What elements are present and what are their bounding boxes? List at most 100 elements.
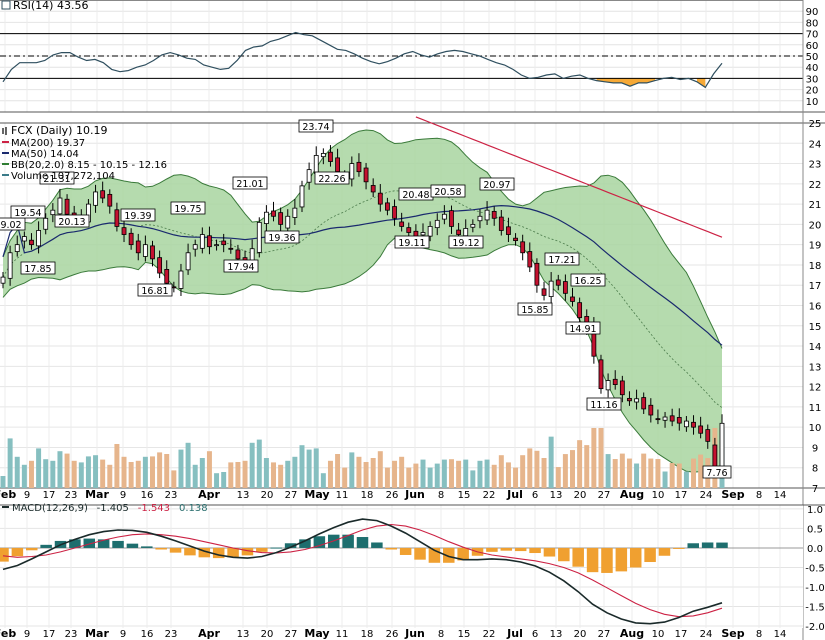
candle-body: [691, 421, 696, 428]
candle-body: [192, 244, 198, 250]
price-tick-label: 14: [809, 342, 822, 353]
swing-label: 20.97: [483, 180, 510, 191]
price-tick-label: 21: [809, 200, 822, 211]
macd-legend-label: -1.543: [138, 503, 170, 514]
candle-body: [662, 416, 668, 421]
swing-label-box: [232, 176, 268, 190]
candle-body: [335, 157, 340, 173]
candle-body: [598, 359, 604, 390]
price-tick-label: 10: [809, 423, 822, 434]
macd-histogram-bar: [184, 547, 196, 556]
macd-date-tick-label: 10: [652, 629, 665, 640]
swing-label-box: [702, 465, 732, 479]
macd-date-tick-label: Feb: [0, 627, 16, 640]
swing-label: 20.13: [58, 217, 85, 228]
candle-body: [605, 380, 611, 391]
date-tick-label: Jul: [506, 488, 523, 501]
candle-body: [434, 219, 440, 229]
swing-label: 19.11: [398, 238, 425, 249]
swing-label-box: [298, 119, 334, 133]
candle-body: [178, 270, 184, 289]
volume-bar: [271, 462, 277, 488]
volume-bar: [434, 463, 440, 488]
date-tick-label: 8: [756, 490, 762, 501]
candle-body: [527, 251, 533, 268]
rsi-line: [2, 31, 723, 89]
macd-date-tick-label: 11: [336, 629, 349, 640]
volume-bar: [399, 456, 405, 488]
candle-body: [256, 221, 262, 253]
volume-bar: [691, 458, 697, 488]
rsi-tick-label: 50: [806, 52, 819, 63]
macd-histogram-bar: [601, 547, 613, 573]
macd-legend-label: MACD(12,26,9): [12, 503, 88, 514]
volume-bar: [292, 456, 298, 488]
macd-histogram-bar: [586, 547, 599, 573]
macd-histogram-bar: [558, 547, 570, 562]
date-tick-label: 11: [336, 490, 349, 501]
macd-histogram-bar: [687, 543, 699, 548]
macd-date-tick-label: 22: [483, 629, 496, 640]
volume-bar: [192, 464, 198, 488]
volume-bar: [299, 445, 305, 488]
candle-body: [199, 234, 205, 249]
candle-body: [648, 404, 654, 416]
volume-bar: [448, 459, 454, 488]
swing-label-box: [448, 235, 484, 249]
candle-body: [185, 252, 191, 271]
volume-bar: [185, 442, 191, 488]
rsi-tick-label: 40: [806, 63, 819, 74]
volume-bar: [562, 454, 568, 488]
candle-body: [541, 288, 547, 296]
candle-body: [449, 210, 454, 227]
macd-histogram-bar: [514, 547, 527, 552]
swing-label: 19.39: [124, 211, 151, 222]
macd-date-tick-label: 23: [165, 629, 178, 640]
volume-bar: [228, 462, 234, 488]
candle-body: [228, 247, 234, 250]
macd-date-tick-label: 27: [285, 629, 298, 640]
candle-body: [356, 161, 362, 173]
macd-histogram-bar: [500, 547, 513, 551]
macd-histogram-bar: [371, 542, 383, 548]
volume-bar: [21, 464, 27, 488]
price-tick-label: 24: [809, 139, 822, 150]
swing-label-box: [544, 252, 580, 266]
volume-bar: [263, 458, 269, 488]
swing-label-box: [223, 259, 259, 273]
candle-body: [57, 197, 63, 215]
volume-bar: [78, 462, 84, 488]
candle-body: [705, 429, 711, 442]
volume-bar: [71, 460, 77, 488]
volume-bar: [505, 462, 511, 488]
macd-date-tick-label: 20: [574, 629, 587, 640]
volume-bar: [584, 445, 590, 488]
date-tick-label: Feb: [0, 488, 16, 501]
candle-body: [214, 244, 219, 247]
candle-body: [406, 227, 412, 233]
macd-histogram-bar: [284, 543, 297, 548]
volume-bar: [342, 467, 348, 488]
macd-histogram-bar: [615, 547, 628, 572]
volume-bar: [349, 452, 355, 488]
candle-body: [50, 209, 56, 216]
candle-body: [100, 190, 106, 199]
candle-body: [29, 239, 34, 246]
volume-bar: [85, 456, 91, 488]
swing-label-box: [54, 214, 90, 228]
date-tick-label: Jun: [404, 488, 425, 501]
swing-label-box: [565, 321, 601, 335]
macd-histogram-bar: [385, 547, 398, 550]
macd-histogram-bar: [457, 547, 469, 561]
macd-plot-area: [0, 505, 803, 628]
candle-body: [64, 198, 70, 215]
swing-label: 20.48: [402, 190, 429, 201]
swing-label: 20.58: [434, 187, 461, 198]
rsi-tick-label: 10: [806, 97, 819, 108]
candle-body: [0, 276, 6, 284]
macd-histogram-bar: [486, 547, 498, 552]
swing-labels: 19.02 21.31 19.54 17.85 20.13 19.39 16.81 19.75…: [0, 119, 732, 479]
macd-date-tick-label: 9: [24, 629, 30, 640]
